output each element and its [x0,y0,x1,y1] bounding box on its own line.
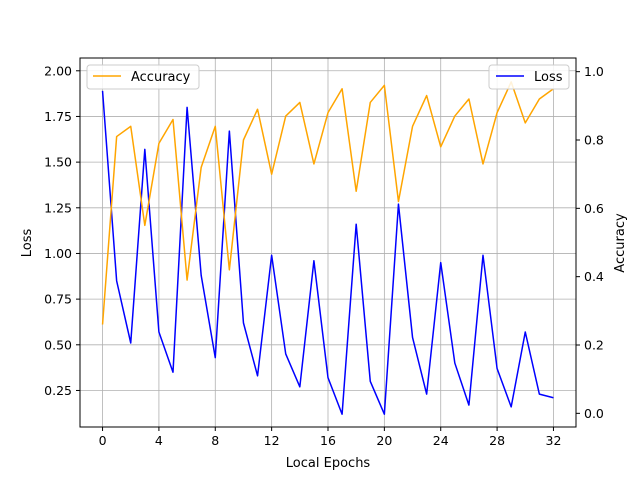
x-tick-label: 32 [546,433,562,448]
grid [80,58,576,427]
y-left-tick-label: 1.25 [44,200,72,215]
x-tick-label: 24 [433,433,449,448]
y-right-tick-label: 0.2 [584,338,604,353]
y-left-tick-label: 1.00 [44,246,72,261]
y-left-tick-label: 0.25 [44,383,72,398]
x-axis-label: Local Epochs [286,456,371,471]
series-lines [101,81,554,415]
y-right-tick-label: 0.8 [584,133,604,148]
y-axis-right-label: Accuracy [613,213,628,273]
y-left-tick-label: 2.00 [44,63,72,78]
x-tick-label: 16 [320,433,336,448]
y-axis-left-label: Loss [20,229,35,258]
y-axis-right: 0.0 0.2 0.4 0.6 0.8 1.0 [576,64,604,421]
legend-loss: Loss [488,64,570,90]
y-left-tick-label: 0.75 [44,292,72,307]
y-right-tick-label: 0.4 [584,269,604,284]
y-right-tick-label: 1.0 [584,64,604,79]
legend-accuracy: Accuracy [86,64,200,90]
legend-accuracy-label: Accuracy [131,70,191,85]
x-tick-label: 8 [211,433,219,448]
y-left-tick-label: 0.50 [44,337,72,352]
y-right-tick-label: 0.0 [584,406,604,421]
x-tick-label: 4 [155,433,163,448]
x-axis: 0 4 8 12 16 20 24 28 32 [99,427,562,448]
x-tick-label: 12 [264,433,280,448]
x-tick-label: 0 [99,433,107,448]
legend-loss-label: Loss [534,70,563,85]
y-left-tick-label: 1.50 [44,155,72,170]
y-axis-left: 0.25 0.50 0.75 1.00 1.25 1.50 1.75 2.00 [44,63,80,398]
x-tick-label: 20 [376,433,392,448]
y-right-tick-label: 0.6 [584,201,604,216]
series-line-accuracy [101,81,554,325]
series-line-loss [101,90,554,415]
x-tick-label: 28 [489,433,505,448]
y-left-tick-label: 1.75 [44,109,72,124]
